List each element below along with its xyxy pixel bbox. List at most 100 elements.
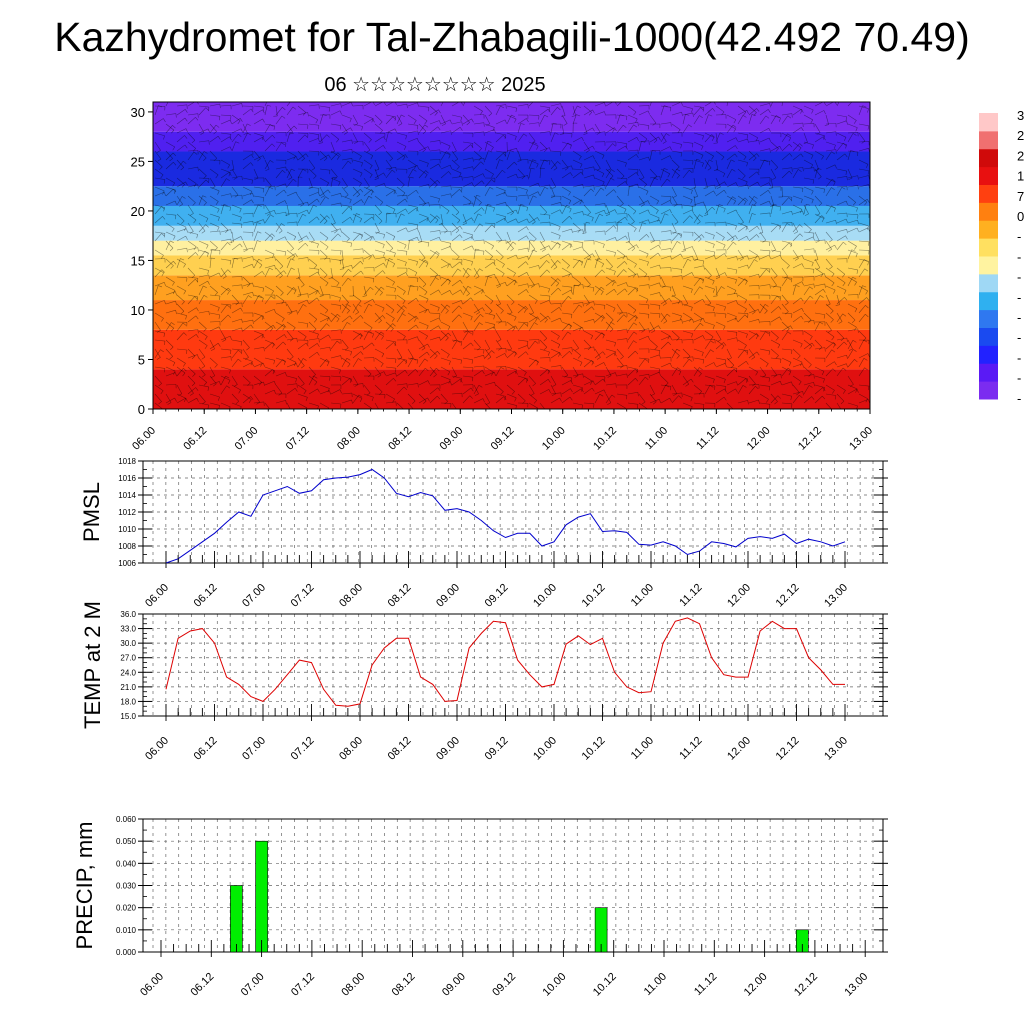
x-tick-label: 07.12 <box>289 582 317 610</box>
wind-barb-flag <box>288 177 293 180</box>
wind-barb-flag <box>388 132 393 134</box>
wind-barb <box>770 249 781 253</box>
wind-barb-flag <box>262 334 265 339</box>
wind-barb <box>407 102 418 107</box>
wind-barb <box>341 123 348 133</box>
wind-barb <box>825 149 836 152</box>
wind-barb-flag <box>592 253 595 258</box>
x-tick-label: 10.00 <box>531 735 559 763</box>
wind-barb <box>308 150 320 152</box>
wind-barb-flag <box>250 108 254 113</box>
wind-barb <box>627 121 638 125</box>
wind-barb-flag <box>206 252 209 257</box>
wind-barb-flag <box>637 122 639 127</box>
wind-barb <box>198 267 209 271</box>
wind-barb <box>649 244 659 251</box>
wind-barb-flag <box>417 228 419 233</box>
wind-barb-flag <box>274 256 276 261</box>
wind-barb-flag <box>636 288 639 293</box>
wind-barb-flag <box>758 274 760 279</box>
wind-barb-flag <box>285 183 287 188</box>
wind-barb-flag <box>802 167 804 172</box>
wind-barb <box>704 150 714 157</box>
wind-barb-flag <box>417 130 419 135</box>
wind-barb-flag <box>800 109 803 114</box>
wind-barb-flag <box>812 144 814 149</box>
wind-barb <box>297 112 308 116</box>
wind-barb <box>803 195 814 200</box>
wind-barb <box>396 208 406 215</box>
wind-barb <box>209 123 217 132</box>
wind-barb <box>484 274 495 278</box>
wind-barb-flag <box>724 306 726 311</box>
wind-barb <box>759 159 770 162</box>
wind-barb-flag <box>191 275 196 279</box>
wind-barb-flag <box>746 110 749 115</box>
wind-barb-flag <box>658 305 661 310</box>
wind-barb <box>561 159 569 168</box>
wind-barb-flag <box>163 135 165 140</box>
wind-barb <box>253 222 258 233</box>
wind-barb <box>737 330 748 335</box>
wind-barb-flag <box>544 186 549 190</box>
wind-barb-flag <box>819 295 824 298</box>
wind-barb <box>385 321 394 329</box>
wind-barb <box>429 195 440 199</box>
wind-barb <box>561 285 572 288</box>
wind-barb <box>198 151 205 161</box>
wind-barb <box>572 199 582 206</box>
wind-barb-flag <box>568 200 572 205</box>
wind-barb-flag <box>798 147 802 152</box>
wind-barb-flag <box>526 218 529 223</box>
wind-barb-flag <box>514 118 517 123</box>
wind-barb <box>781 133 788 143</box>
wind-barb <box>506 114 512 125</box>
wind-barb-flag <box>230 193 232 198</box>
wind-barb <box>682 272 693 278</box>
wind-barb-flag <box>601 173 605 178</box>
wind-barb <box>836 153 846 161</box>
wind-barb-flag <box>512 327 516 332</box>
wind-barb-flag <box>307 257 309 262</box>
wind-barb <box>176 228 187 233</box>
wind-barb-flag <box>634 263 637 268</box>
wind-barb <box>572 285 575 296</box>
wind-barb <box>286 150 296 157</box>
x-tick-label: 06.12 <box>192 735 220 763</box>
wind-barb-flag <box>459 225 463 230</box>
wind-barb-flag <box>732 241 737 245</box>
wind-barb <box>605 321 614 330</box>
wind-barb <box>407 159 417 166</box>
wind-barb-flag <box>447 278 452 282</box>
wind-barb-flag <box>388 258 393 261</box>
wind-barb <box>550 231 561 236</box>
wind-barb <box>308 285 318 292</box>
wind-barb <box>825 240 832 250</box>
wind-barb-flag <box>472 157 474 162</box>
y-tick-label: 30.0 <box>120 639 136 648</box>
wind-barb-flag <box>172 146 176 151</box>
wind-barb-flag <box>669 155 672 160</box>
wind-barb <box>836 242 844 251</box>
wind-barb <box>396 305 404 314</box>
wind-barb-flag <box>271 290 274 295</box>
wind-barb <box>550 103 561 107</box>
wind-barb-flag <box>193 151 198 155</box>
y-tick-label: 30 <box>131 105 145 120</box>
wind-barb <box>715 132 718 143</box>
wind-barb <box>451 176 462 179</box>
wind-barb <box>440 330 449 338</box>
x-tick-label: 12.12 <box>796 425 824 453</box>
wind-barb-flag <box>784 275 788 279</box>
wind-barb-flag <box>676 337 680 341</box>
wind-barb <box>825 205 832 215</box>
wind-barb-flag <box>604 185 606 190</box>
wind-barb-flag <box>566 204 571 208</box>
wind-barb-flag <box>446 210 450 215</box>
wind-barb <box>682 114 686 125</box>
wind-barb <box>594 230 605 233</box>
wind-barb-flag <box>791 211 793 216</box>
wind-barb <box>286 125 295 134</box>
wind-barb <box>528 249 534 260</box>
wind-barb-flag <box>712 108 716 112</box>
